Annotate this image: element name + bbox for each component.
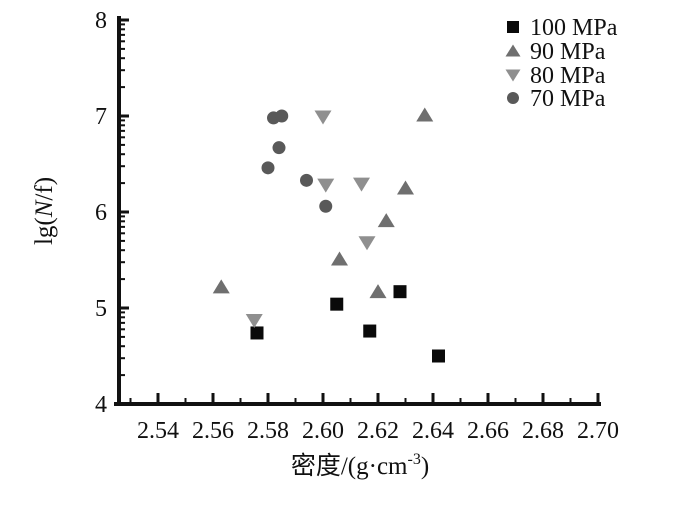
legend-label: 100 MPa: [530, 15, 618, 41]
data-point: [432, 349, 445, 363]
y-tick-label: 5: [95, 296, 107, 322]
y-axis-title: lg(N/f): [31, 177, 58, 245]
data-point: [363, 324, 377, 338]
series-90-mpa: [212, 107, 434, 299]
x-tick-label: 2.60: [302, 418, 344, 444]
data-point: [275, 109, 289, 123]
label-run: lg(: [31, 217, 58, 245]
data-point: [245, 313, 263, 328]
data-point: [358, 236, 376, 251]
label-run: 密度/(g·cm: [291, 452, 408, 480]
legend-marker-square: [507, 21, 519, 33]
x-tick-label: 2.66: [467, 418, 509, 444]
data-point: [377, 213, 395, 228]
legend-label: 90 MPa: [530, 39, 606, 65]
label-run: N: [31, 199, 58, 218]
x-tick-label: 2.68: [522, 418, 564, 444]
legend-label: 70 MPa: [530, 86, 606, 112]
legend-marker-triangle-up: [505, 44, 521, 57]
data-point: [261, 161, 275, 175]
data-point: [272, 141, 286, 155]
data-point: [212, 279, 230, 294]
legend-item: 80 MPa: [505, 63, 606, 89]
y-tick-label: 6: [95, 200, 107, 226]
series-70-mpa: [261, 109, 333, 213]
x-tick-label: 2.70: [577, 418, 619, 444]
legend-marker-triangle-down: [505, 69, 521, 82]
label-run: ): [421, 453, 429, 480]
x-axis-title: 密度/(g·cm-3): [291, 451, 429, 480]
data-point: [369, 284, 387, 299]
label-run: /f): [31, 177, 58, 201]
data-point: [319, 199, 333, 213]
y-tick-label: 8: [95, 8, 107, 34]
data-point: [393, 285, 407, 299]
label-run: -3: [407, 451, 420, 468]
x-tick-label: 2.54: [137, 418, 179, 444]
x-tick-label: 2.56: [192, 418, 234, 444]
x-tick-label: 2.58: [247, 418, 289, 444]
legend-marker-circle: [507, 92, 519, 104]
legend-item: 100 MPa: [507, 15, 618, 41]
data-point: [330, 297, 344, 311]
data-point: [250, 326, 264, 340]
y-tick-label: 4: [95, 392, 107, 418]
data-point: [353, 177, 370, 192]
data-point: [317, 178, 335, 193]
data-point: [314, 110, 332, 125]
series-80-mpa: [245, 110, 376, 328]
x-tick-label: 2.62: [357, 418, 399, 444]
data-point: [397, 180, 414, 195]
x-tick-label: 2.64: [412, 418, 454, 444]
y-tick-label: 7: [95, 104, 107, 130]
data-point: [416, 107, 434, 122]
legend-item: 90 MPa: [505, 39, 606, 65]
data-point: [331, 251, 348, 266]
data-point: [300, 173, 313, 187]
legend-label: 80 MPa: [530, 63, 606, 89]
series-100-mpa: [250, 285, 445, 363]
legend-item: 70 MPa: [507, 86, 606, 112]
